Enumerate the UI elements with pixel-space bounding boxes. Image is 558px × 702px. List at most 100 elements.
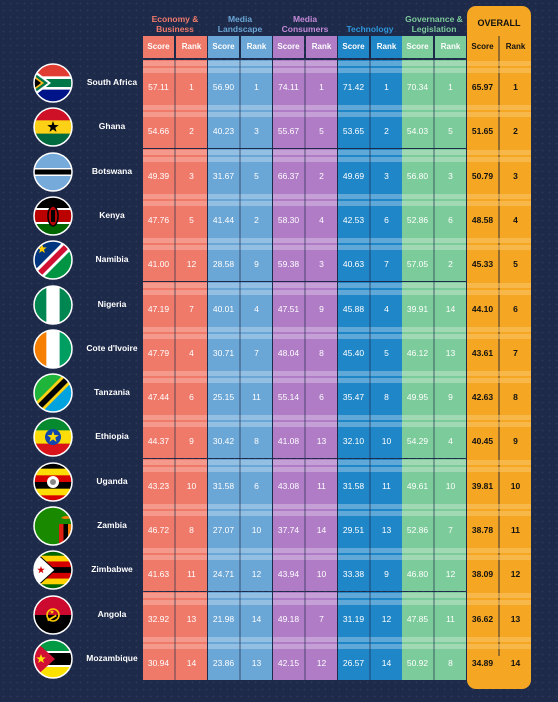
row-band xyxy=(273,422,337,428)
row-band xyxy=(338,200,402,206)
score-cell: 26.57 xyxy=(342,657,365,668)
overall-strip: 34.89 14 xyxy=(467,636,531,680)
row-band xyxy=(273,459,337,465)
category-strip: 46.72 8 xyxy=(143,503,207,547)
column-header-5: Governance & Legislation xyxy=(402,12,466,34)
score-cell: 56.90 xyxy=(212,82,235,92)
score-cell: 39.91 xyxy=(406,303,429,314)
row-band xyxy=(208,599,272,605)
rank-cell: 13 xyxy=(186,613,197,624)
rank-cell: 12 xyxy=(381,613,392,624)
cell-divider xyxy=(304,414,306,459)
row-band xyxy=(402,200,466,206)
cell-divider xyxy=(304,104,306,149)
south-africa-flag-icon xyxy=(33,63,73,103)
rank-cell: 5 xyxy=(189,214,194,225)
row-band xyxy=(338,378,402,384)
cell-divider xyxy=(239,635,241,680)
rank-cell: 1 xyxy=(254,82,259,92)
score-cell: 21.98 xyxy=(212,613,235,624)
score-cell: 47.44 xyxy=(147,392,170,403)
rank-cell: 5 xyxy=(448,126,453,137)
score-cell: 50.92 xyxy=(406,657,429,668)
cell-divider xyxy=(304,325,306,370)
row-band xyxy=(402,238,466,244)
row-band xyxy=(467,415,531,421)
rank-cell: 10 xyxy=(186,480,197,491)
cell-divider xyxy=(433,325,435,370)
cell-divider xyxy=(174,60,176,104)
category-strip: 59.38 3 xyxy=(273,237,337,282)
overall-rank-cell: 5 xyxy=(513,259,518,270)
category-strip: 44.37 9 xyxy=(143,414,207,459)
score-subheader: Score xyxy=(402,36,433,58)
overall-rank-cell: 4 xyxy=(513,214,518,225)
row-band xyxy=(273,68,337,73)
cell-divider xyxy=(239,458,241,503)
cell-divider xyxy=(433,635,435,680)
overall-rank-cell: 8 xyxy=(513,392,518,403)
row-band xyxy=(467,599,531,605)
row-band xyxy=(467,68,531,73)
cell-divider xyxy=(369,591,371,636)
rank-cell: 12 xyxy=(186,259,197,270)
column-header-3: Media Consumers xyxy=(273,12,337,34)
rank-cell: 7 xyxy=(319,613,324,624)
country-label: Zambia xyxy=(97,520,127,530)
row-band xyxy=(467,289,531,295)
category-strip: 40.63 7 xyxy=(338,237,402,282)
category-strip: 55.14 6 xyxy=(273,370,337,415)
row-band xyxy=(143,511,207,516)
cell-divider xyxy=(174,281,176,326)
row-band xyxy=(338,459,402,465)
cell-divider xyxy=(174,414,176,459)
overall-strip: 38.78 11 xyxy=(467,503,531,547)
rank-cell: 8 xyxy=(384,392,389,403)
overall-rank-cell: 14 xyxy=(510,657,521,668)
row-band xyxy=(402,105,466,111)
score-cell: 52.86 xyxy=(406,525,429,535)
row-band xyxy=(143,636,207,642)
category-strip: 46.80 12 xyxy=(402,547,466,592)
nigeria-flag-icon xyxy=(33,284,73,325)
cell-divider xyxy=(369,281,371,326)
ethiopia-flag-icon xyxy=(33,417,73,458)
row-band xyxy=(338,112,402,118)
overall-title: OVERALL xyxy=(477,18,521,28)
row-band xyxy=(338,282,402,288)
category-strip: 58.30 4 xyxy=(273,192,337,237)
overall-score-cell: 51.65 xyxy=(471,126,494,137)
overall-score-cell: 45.33 xyxy=(471,259,494,270)
cell-divider xyxy=(304,503,306,547)
row-band xyxy=(143,592,207,598)
category-strip: 27.07 10 xyxy=(208,503,272,547)
cell-divider xyxy=(239,237,241,282)
row-band xyxy=(402,333,466,339)
score-cell: 55.67 xyxy=(277,126,300,137)
column-title: Economy & Business xyxy=(151,14,199,34)
cell-divider xyxy=(239,547,241,592)
row-band xyxy=(208,378,272,384)
category-strip: 47.79 4 xyxy=(143,325,207,370)
score-cell: 32.10 xyxy=(342,436,365,447)
category-strip: 47.44 6 xyxy=(143,370,207,415)
row-band xyxy=(467,282,531,288)
row-band xyxy=(143,105,207,111)
country-label: South Africa xyxy=(86,77,138,87)
rank-cell: 12 xyxy=(445,569,456,580)
score-cell: 37.74 xyxy=(277,525,300,535)
row-band xyxy=(208,371,272,377)
cell-divider xyxy=(304,237,306,282)
rank-cell: 14 xyxy=(316,525,327,535)
score-cell: 28.58 xyxy=(212,259,235,270)
cell-divider xyxy=(433,458,435,503)
category-strip: 55.67 5 xyxy=(273,104,337,149)
row-band xyxy=(273,112,337,118)
row-band xyxy=(273,636,337,642)
cell-divider xyxy=(239,414,241,459)
row-band xyxy=(402,422,466,428)
row-band xyxy=(208,333,272,339)
score-subheader: Score xyxy=(273,36,304,58)
score-cell: 45.40 xyxy=(342,347,365,358)
rank-cell: 13 xyxy=(445,347,456,358)
